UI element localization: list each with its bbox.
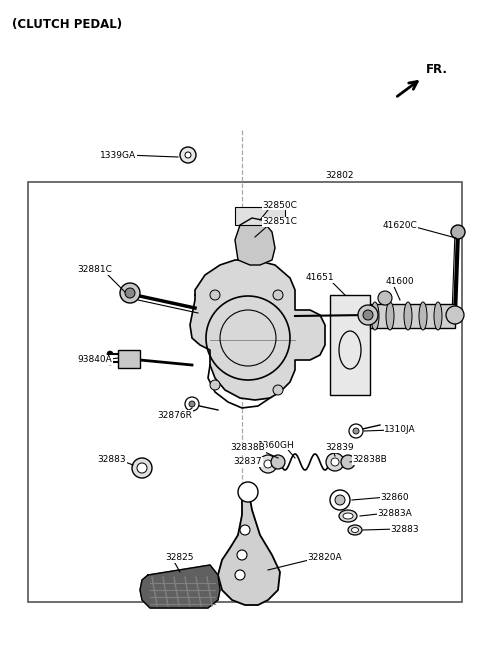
Ellipse shape — [371, 302, 379, 330]
Bar — [118, 350, 140, 368]
Circle shape — [180, 147, 196, 163]
Text: 32883: 32883 — [391, 525, 420, 533]
Ellipse shape — [348, 525, 362, 535]
Text: 32838B: 32838B — [230, 443, 265, 453]
Ellipse shape — [419, 302, 427, 330]
Circle shape — [185, 152, 191, 158]
Circle shape — [107, 351, 113, 357]
Circle shape — [358, 305, 378, 325]
Ellipse shape — [404, 302, 412, 330]
Circle shape — [273, 290, 283, 300]
Text: 32883A: 32883A — [378, 508, 412, 518]
Text: 41651: 41651 — [306, 274, 334, 283]
Bar — [28, 182, 462, 602]
Ellipse shape — [386, 302, 394, 330]
Circle shape — [446, 306, 464, 324]
Text: 32876R: 32876R — [157, 411, 192, 419]
Text: 32851C: 32851C — [263, 218, 298, 226]
Ellipse shape — [434, 302, 442, 330]
Circle shape — [271, 455, 285, 469]
Text: 32850C: 32850C — [263, 201, 298, 209]
Circle shape — [451, 225, 465, 239]
Text: 32838B: 32838B — [353, 455, 387, 464]
Text: 32860: 32860 — [381, 493, 409, 501]
Text: 32802: 32802 — [326, 171, 354, 180]
Bar — [235, 207, 285, 225]
Circle shape — [235, 570, 245, 580]
Polygon shape — [190, 260, 325, 400]
Text: 41620C: 41620C — [383, 220, 418, 230]
Text: 93840A: 93840A — [78, 356, 112, 365]
Ellipse shape — [343, 513, 353, 519]
Circle shape — [237, 550, 247, 560]
Circle shape — [132, 458, 152, 478]
Circle shape — [210, 380, 220, 390]
Polygon shape — [140, 565, 220, 608]
Text: 32883: 32883 — [98, 455, 126, 464]
Circle shape — [264, 460, 272, 468]
Ellipse shape — [351, 527, 359, 533]
Text: 32839: 32839 — [326, 443, 354, 453]
Circle shape — [125, 288, 135, 298]
Circle shape — [378, 291, 392, 305]
Circle shape — [185, 397, 199, 411]
Text: (CLUTCH PEDAL): (CLUTCH PEDAL) — [12, 18, 122, 31]
Circle shape — [341, 455, 355, 469]
Text: 1360GH: 1360GH — [258, 440, 294, 449]
Text: 32825: 32825 — [166, 554, 194, 562]
Circle shape — [349, 424, 363, 438]
Text: 32881C: 32881C — [78, 266, 112, 274]
Circle shape — [331, 458, 339, 466]
Circle shape — [335, 495, 345, 505]
Text: 32837: 32837 — [234, 457, 262, 466]
Text: 1339GA: 1339GA — [100, 150, 136, 159]
Text: FR.: FR. — [426, 63, 448, 76]
Text: 41600: 41600 — [386, 277, 414, 287]
Circle shape — [137, 463, 147, 473]
Bar — [370, 304, 455, 328]
Circle shape — [363, 310, 373, 320]
Text: 32820A: 32820A — [308, 554, 342, 562]
Text: 1310JA: 1310JA — [384, 426, 416, 434]
Circle shape — [259, 455, 277, 473]
Circle shape — [210, 290, 220, 300]
Ellipse shape — [339, 510, 357, 522]
Circle shape — [273, 385, 283, 395]
Circle shape — [189, 401, 195, 407]
Bar — [330, 295, 370, 395]
Polygon shape — [235, 218, 275, 265]
Circle shape — [107, 359, 113, 365]
Circle shape — [326, 453, 344, 471]
Polygon shape — [218, 488, 280, 605]
Circle shape — [240, 525, 250, 535]
Circle shape — [238, 482, 258, 502]
Circle shape — [120, 283, 140, 303]
Circle shape — [353, 428, 359, 434]
